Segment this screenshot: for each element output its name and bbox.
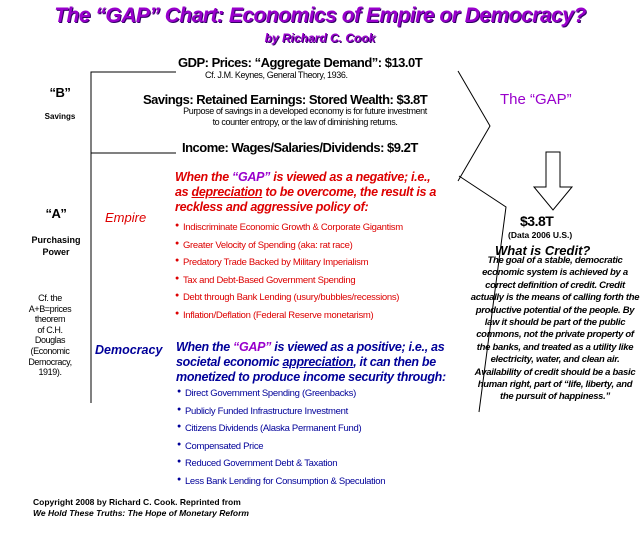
- empire-item: Greater Velocity of Spending (aka: rat r…: [175, 240, 403, 258]
- empire-list: Indiscriminate Economic Growth & Corpora…: [175, 222, 403, 327]
- democracy-intro: When the “GAP” is viewed as a positive; …: [176, 340, 446, 384]
- bracket-line: [90, 71, 176, 403]
- democracy-item: Compensated Price: [177, 441, 385, 459]
- douglas-note-line: 1919).: [38, 367, 62, 378]
- down-arrow-icon: [532, 151, 574, 211]
- democracy-label: Democracy: [95, 343, 163, 357]
- b-sub: Savings: [44, 112, 76, 121]
- footer: Copyright 2008 by Richard C. Cook. Repri…: [33, 497, 249, 518]
- credit-heading: What is Credit?: [495, 243, 591, 258]
- democracy-item: Reduced Government Debt & Taxation: [177, 458, 385, 476]
- gdp-note: Cf. J.M. Keynes, General Theory, 1936.: [205, 70, 348, 80]
- empire-item: Predatory Trade Backed by Military Imper…: [175, 257, 403, 275]
- democracy-item: Direct Government Spending (Greenbacks): [177, 388, 385, 406]
- empire-item: Indiscriminate Economic Growth & Corpora…: [175, 222, 403, 240]
- gdp-heading: GDP: Prices: “Aggregate Demand”: $13.0T: [178, 55, 423, 70]
- empire-intro: When the “GAP” is viewed as a negative; …: [175, 170, 437, 214]
- empire-item: Inflation/Deflation (Federal Reserve mon…: [175, 310, 403, 328]
- douglas-note-line: Douglas: [34, 335, 66, 346]
- a-label: “A”: [45, 206, 67, 221]
- b-label: “B”: [49, 85, 71, 100]
- byline: by Richard C. Cook: [264, 31, 376, 45]
- douglas-note: Cf. the A+B=prices theorem of C.H. Douglas (E…: [20, 293, 80, 378]
- empire-item: Debt through Bank Lending (usury/bubbles…: [175, 292, 403, 310]
- empire-item: Tax and Debt-Based Government Spending: [175, 275, 403, 293]
- gap-label: The “GAP”: [500, 91, 572, 108]
- douglas-note-line: A+B=prices: [28, 303, 72, 314]
- gap-data-note: (Data 2006 U.S.): [508, 230, 573, 240]
- douglas-note-line: of C.H.: [37, 324, 63, 335]
- savings-note-1: Purpose of savings in a developed econom…: [183, 106, 427, 116]
- democracy-item: Publicly Funded Infrastructure Investmen…: [177, 406, 385, 424]
- page-title: The “GAP” Chart: Economics of Empire or …: [54, 4, 586, 27]
- douglas-note-line: (Economic: [30, 345, 70, 356]
- douglas-note-line: theorem: [34, 314, 66, 325]
- democracy-item: Less Bank Lending for Consumption & Spec…: [177, 476, 386, 494]
- democracy-item: Citizens Dividends (Alaska Permanent Fun…: [177, 423, 385, 441]
- credit-body: The goal of a stable, democratic economi…: [470, 255, 640, 403]
- douglas-note-line: Cf. the: [38, 293, 62, 303]
- empire-label: Empire: [105, 210, 147, 225]
- gap-big-chevron: [458, 175, 507, 413]
- a-sub: Purchasing Power: [31, 235, 81, 257]
- gap-amount: $3.8T: [520, 213, 554, 229]
- democracy-list: Direct Government Spending (Greenbacks)P…: [177, 388, 386, 494]
- gap-chevron: [457, 70, 491, 182]
- douglas-note-line: Democracy,: [28, 356, 72, 367]
- income-heading: Income: Wages/Salaries/Dividends: $9.2T: [182, 140, 418, 155]
- savings-heading: Savings: Retained Earnings: Stored Wealt…: [143, 92, 428, 107]
- savings-note-2: to counter entropy, or the law of dimini…: [212, 117, 398, 127]
